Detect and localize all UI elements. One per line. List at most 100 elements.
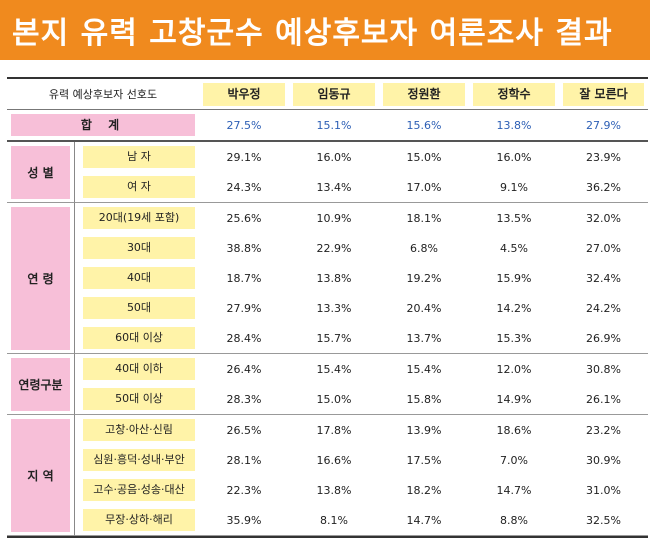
value-cell: 13.3% <box>316 301 352 315</box>
group-label: 연 령 <box>11 206 70 350</box>
value-cell: 12.0% <box>496 362 532 376</box>
value-cell: 16.0% <box>316 150 352 164</box>
value-cell: 7.0% <box>500 453 528 467</box>
header-candidate: 정학수 <box>469 79 560 110</box>
value-cell: 17.0% <box>379 172 470 203</box>
value-cell: 35.9% <box>199 505 290 536</box>
value-cell: 26.1% <box>559 384 649 415</box>
row-label: 무장·상하·해리 <box>83 509 196 531</box>
header-candidate: 박우정 <box>199 79 290 110</box>
row-label-cell: 무장·상하·해리 <box>75 505 200 536</box>
group-label-cell: 연 령 <box>7 203 75 354</box>
poll-results-table: 유력 예상후보자 선호도 박우정 임동규 정원환 정학수 잘 모른다 합 계 2… <box>7 77 649 538</box>
value-cell: 36.2% <box>559 172 649 203</box>
row-label-cell: 50대 <box>75 293 199 323</box>
row-label: 60대 이상 <box>83 327 196 349</box>
value-cell: 20.4% <box>406 301 442 315</box>
value-cell: 32.4% <box>586 271 621 285</box>
value-cell: 14.7% <box>379 505 470 536</box>
table-row: 40대 18.7% 13.8% 19.2% 15.9% 32.4% <box>7 263 648 293</box>
value-cell: 24.2% <box>586 301 621 315</box>
value-cell: 28.1% <box>226 453 262 467</box>
value-cell: 30.9% <box>586 453 621 467</box>
total-value: 27.9% <box>559 110 649 142</box>
candidate-name: 잘 모른다 <box>563 82 645 106</box>
value-cell: 32.5% <box>559 505 649 536</box>
value-cell: 13.7% <box>379 323 470 354</box>
value-cell: 14.7% <box>496 483 532 497</box>
value-cell: 16.0% <box>496 150 532 164</box>
value-cell: 18.1% <box>406 211 442 225</box>
group-label: 성 별 <box>11 145 70 199</box>
value-cell: 30.8% <box>586 362 621 376</box>
table-row: 50대 이상 28.3% 15.0% 15.8% 14.9% 26.1% <box>7 384 649 415</box>
value-cell: 6.8% <box>410 241 438 255</box>
value-cell: 13.5% <box>496 211 532 225</box>
value-cell: 15.0% <box>289 384 380 415</box>
value-cell: 16.6% <box>316 453 352 467</box>
value-cell: 17.5% <box>406 453 442 467</box>
header-candidate: 잘 모른다 <box>559 79 649 110</box>
table-row: 50대 27.9% 13.3% 20.4% 14.2% 24.2% <box>7 293 648 323</box>
table-row: 연 령 20대(19세 포함) 25.6% 10.9% 18.1% 13.5% 32.0% <box>7 203 648 354</box>
value-cell: 24.3% <box>199 172 290 203</box>
value-cell: 23.2% <box>586 423 621 437</box>
value-cell: 27.0% <box>586 241 621 255</box>
row-label-cell: 남 자 <box>75 142 199 172</box>
value-cell: 8.8% <box>469 505 560 536</box>
table-row: 고수·공음·성송·대산 22.3% 13.8% 18.2% 14.7% 31.0% <box>7 475 648 505</box>
value-cell: 15.3% <box>469 323 560 354</box>
total-value: 15.1% <box>289 110 380 142</box>
title-bar: 본지 유력 고창군수 예상후보자 여론조사 결과 <box>0 0 650 60</box>
value-cell: 19.2% <box>406 271 442 285</box>
value-cell: 13.8% <box>316 271 352 285</box>
candidate-name: 박우정 <box>203 82 286 106</box>
header-candidate: 임동규 <box>289 79 380 110</box>
row-label: 고수·공음·성송·대산 <box>83 479 196 501</box>
value-cell: 13.4% <box>289 172 380 203</box>
row-label-cell: 여 자 <box>75 172 200 203</box>
value-cell: 15.7% <box>289 323 380 354</box>
value-cell: 28.4% <box>199 323 290 354</box>
table-row: 연령구분 40대 이하 26.4% 15.4% 15.4% 12.0% 30.8% <box>7 354 648 415</box>
row-label-cell: 30대 <box>75 233 199 263</box>
table-row: 심원·흥덕·성내·부안 28.1% 16.6% 17.5% 7.0% 30.9% <box>7 445 648 475</box>
row-label: 고창·아산·신림 <box>83 419 196 441</box>
value-cell: 22.9% <box>316 241 352 255</box>
value-cell: 26.4% <box>226 362 262 376</box>
candidate-name: 임동규 <box>293 82 376 106</box>
value-cell: 25.6% <box>226 211 262 225</box>
row-label-cell: 40대 이하 <box>75 354 199 384</box>
table-row: 30대 38.8% 22.9% 6.8% 4.5% 27.0% <box>7 233 648 263</box>
page-title: 본지 유력 고창군수 예상후보자 여론조사 결과 <box>12 16 613 51</box>
group-label: 연령구분 <box>11 357 70 411</box>
total-value: 27.5% <box>199 110 290 142</box>
total-label: 합 계 <box>11 114 196 136</box>
row-label: 20대(19세 포함) <box>83 207 196 229</box>
value-cell: 9.1% <box>469 172 560 203</box>
total-value: 15.6% <box>379 110 470 142</box>
value-cell: 26.5% <box>226 423 262 437</box>
value-cell: 22.3% <box>226 483 262 497</box>
table-row: 지 역 고창·아산·신림 26.5% 17.8% 13.9% 18.6% 23.2% <box>7 415 648 536</box>
group-label: 지 역 <box>11 418 70 532</box>
row-label: 심원·흥덕·성내·부안 <box>83 449 196 471</box>
row-label: 30대 <box>83 237 196 259</box>
candidate-name: 정원환 <box>383 82 466 106</box>
row-label-cell: 고창·아산·신림 <box>75 415 199 445</box>
value-cell: 10.9% <box>316 211 352 225</box>
value-cell: 27.9% <box>226 301 262 315</box>
header-corner-label: 유력 예상후보자 선호도 <box>7 79 200 110</box>
value-cell: 14.2% <box>496 301 532 315</box>
row-label-cell: 고수·공음·성송·대산 <box>75 475 199 505</box>
value-cell: 15.0% <box>406 150 442 164</box>
value-cell: 18.7% <box>226 271 262 285</box>
value-cell: 15.4% <box>316 362 352 376</box>
value-cell: 28.3% <box>199 384 290 415</box>
table-row: 무장·상하·해리 35.9% 8.1% 14.7% 8.8% 32.5% <box>7 505 649 536</box>
value-cell: 13.8% <box>316 483 352 497</box>
row-label: 40대 <box>83 267 196 289</box>
row-label-cell: 60대 이상 <box>75 323 200 354</box>
row-label-cell: 40대 <box>75 263 199 293</box>
value-cell: 14.9% <box>469 384 560 415</box>
